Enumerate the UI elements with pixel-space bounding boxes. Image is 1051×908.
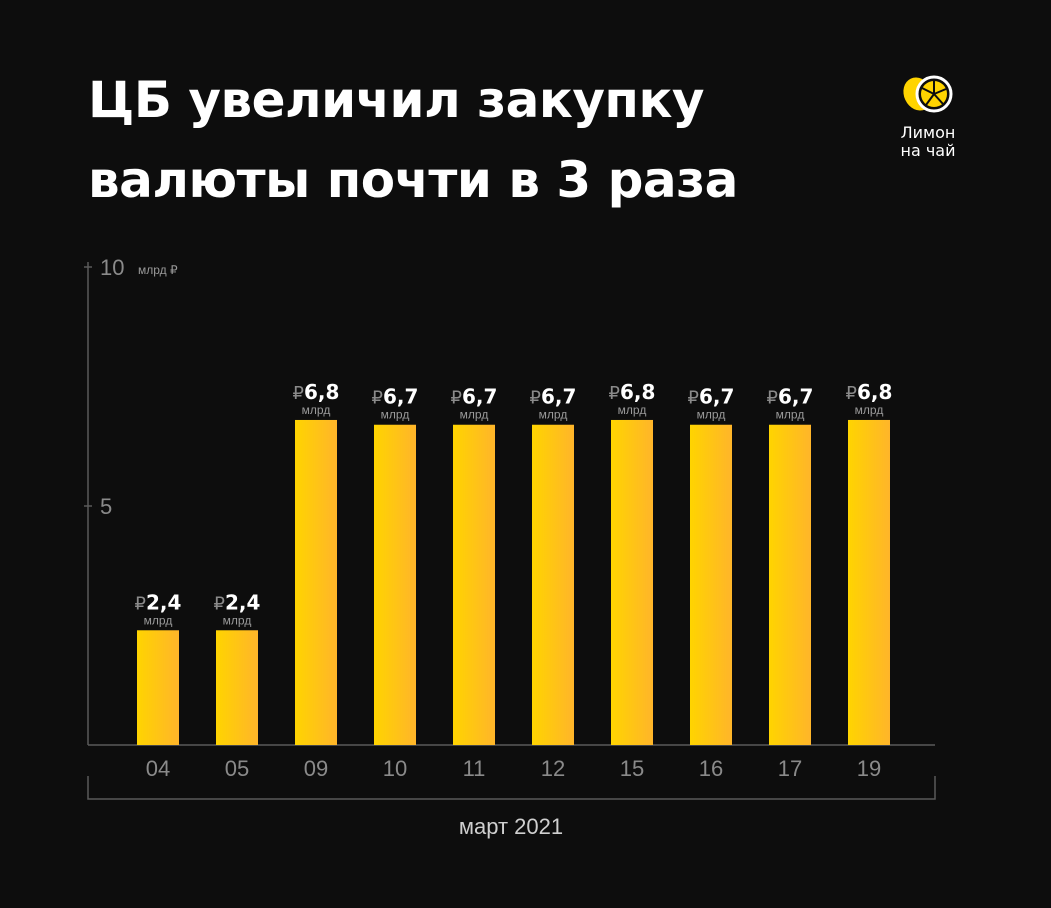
bar-value-label: ₽6,8 (609, 380, 656, 404)
y-unit-label: млрд ₽ (138, 263, 178, 277)
x-axis-label: март 2021 (459, 814, 563, 839)
title-line-1: ЦБ увеличил закупку (88, 71, 704, 129)
x-tick-label: 12 (541, 756, 565, 781)
bar (769, 424, 811, 745)
x-tick-label: 04 (146, 756, 170, 781)
bar-unit-label: млрд (302, 403, 331, 417)
x-tick-label: 19 (857, 756, 881, 781)
bar-unit-label: млрд (381, 408, 410, 422)
logo-line-2: на чай (900, 141, 956, 160)
bar (690, 424, 732, 745)
brand-logo: Лимон на чай (888, 70, 968, 160)
lemon-icon (903, 75, 953, 113)
chart-title: ЦБ увеличил закупку валюты почти в 3 раз… (88, 60, 738, 220)
bar-unit-label: млрд (697, 408, 726, 422)
title-line-2: валюты почти в 3 раза (88, 151, 738, 209)
bar-value-label: ₽6,8 (293, 380, 340, 404)
bar-unit-label: млрд (144, 613, 173, 627)
x-axis-bracket (87, 776, 936, 800)
bar-value-label: ₽6,7 (688, 385, 735, 409)
bar (532, 424, 574, 745)
logo-line-1: Лимон (900, 123, 956, 142)
x-tick-label: 15 (620, 756, 644, 781)
bar-value-label: ₽2,4 (135, 590, 182, 614)
y-tick-label: 5 (100, 494, 112, 519)
bar (611, 419, 653, 745)
bar-unit-label: млрд (776, 408, 805, 422)
x-tick-label: 17 (778, 756, 802, 781)
bar (137, 630, 179, 745)
bar-unit-label: млрд (539, 408, 568, 422)
bar-value-label: ₽6,7 (372, 385, 419, 409)
bar-value-label: ₽6,7 (530, 385, 577, 409)
x-tick-label: 05 (225, 756, 249, 781)
x-tick-label: 16 (699, 756, 723, 781)
bar-unit-label: млрд (460, 408, 489, 422)
bar (848, 419, 890, 745)
bar-value-label: ₽6,8 (846, 380, 893, 404)
y-tick-label: 10 (100, 255, 124, 280)
bar-value-label: ₽6,7 (767, 385, 814, 409)
bar-value-label: ₽6,7 (451, 385, 498, 409)
bar (374, 424, 416, 745)
bar-unit-label: млрд (223, 613, 252, 627)
bar (453, 424, 495, 745)
bar-unit-label: млрд (618, 403, 647, 417)
x-tick-label: 09 (304, 756, 328, 781)
x-tick-label: 11 (463, 756, 486, 781)
bar-value-label: ₽2,4 (214, 590, 261, 614)
x-tick-label: 10 (383, 756, 407, 781)
bar (216, 630, 258, 745)
bar (295, 419, 337, 745)
bar-unit-label: млрд (855, 403, 884, 417)
